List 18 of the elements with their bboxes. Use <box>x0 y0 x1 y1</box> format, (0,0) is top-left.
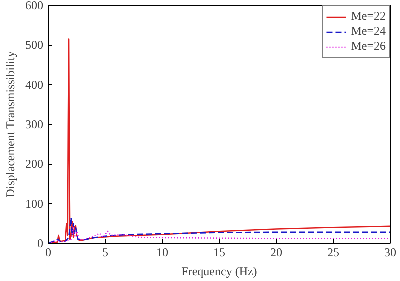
legend-label: Me=22 <box>351 9 386 24</box>
x-tick-label: 5 <box>102 246 108 260</box>
y-tick-label: 300 <box>26 118 44 132</box>
legend-label: Me=26 <box>351 39 386 54</box>
y-tick-label: 100 <box>26 196 44 211</box>
y-tick-label: 0 <box>38 236 44 250</box>
y-tick-label: 600 <box>26 0 44 12</box>
x-tick-label: 15 <box>214 246 226 260</box>
y-tick-label: 500 <box>26 38 44 52</box>
x-tick-label: 20 <box>270 246 282 260</box>
x-axis-title: Frequency (Hz) <box>182 264 258 278</box>
y-tick-label: 400 <box>26 78 44 92</box>
y-tick-label: 200 <box>26 157 44 172</box>
legend-label: Me=24 <box>351 24 386 39</box>
x-tick-label: 30 <box>384 246 396 260</box>
y-axis-title: Displacement Transmissibility <box>4 51 18 198</box>
x-tick-label: 10 <box>156 246 168 260</box>
x-tick-label: 25 <box>328 246 340 260</box>
